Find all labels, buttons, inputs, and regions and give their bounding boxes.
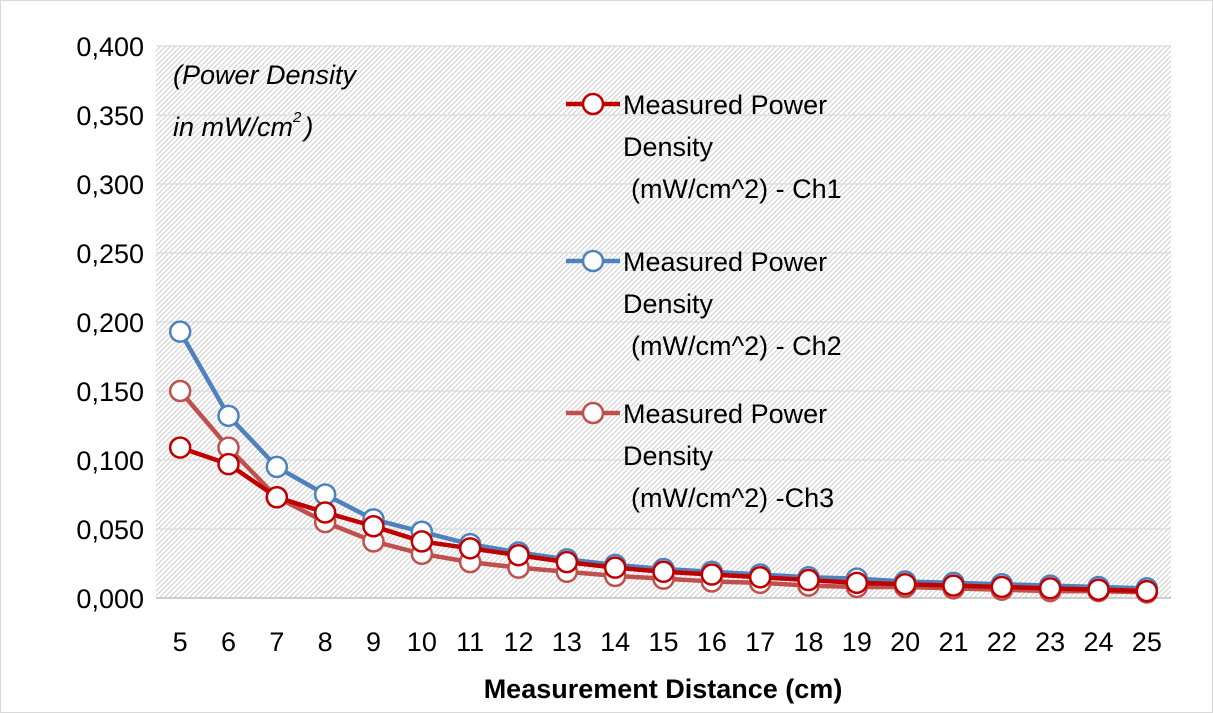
legend-label-line: Measured Power [623, 90, 827, 120]
series-group [168, 320, 1159, 604]
data-point [265, 486, 289, 509]
y-tick-label: 0,000 [76, 584, 144, 614]
x-tick-label: 9 [366, 627, 381, 657]
data-point [458, 537, 482, 560]
annotation-line-2-text: in mW/cm [173, 112, 293, 142]
legend-entry-1: Measured Power Density (mW/cm^2) - Ch1 [566, 90, 842, 204]
data-point [700, 563, 724, 586]
data-point [1135, 579, 1159, 603]
data-point [797, 568, 820, 592]
legend-label-line: Measured Power [623, 399, 827, 429]
data-point [265, 455, 289, 479]
legend-label-line: (mW/cm^2) -Ch3 [631, 483, 834, 513]
y-tick-label: 0,150 [76, 377, 144, 407]
data-point [990, 575, 1014, 599]
legend-label-line: Density [623, 289, 714, 319]
x-tick-label: 6 [221, 627, 236, 657]
x-tick-label: 5 [173, 627, 188, 657]
x-tick-label: 16 [697, 627, 727, 657]
legend-entry-3: Measured Power Density (mW/cm^2) -Ch3 [566, 399, 834, 513]
x-tick-label: 22 [987, 627, 1017, 657]
y-tick-label: 0,350 [76, 101, 144, 131]
y-tick-label: 0,400 [76, 32, 144, 62]
y-tick-label: 0,200 [76, 308, 144, 338]
legend-swatch-marker [581, 249, 605, 273]
x-tick-label: 13 [552, 627, 582, 657]
x-tick-label: 23 [1035, 627, 1065, 657]
data-point [217, 452, 240, 476]
data-point [168, 320, 192, 343]
x-tick-label: 25 [1132, 627, 1162, 657]
data-point [507, 543, 530, 567]
x-tick-label: 24 [1083, 627, 1113, 657]
legend-label-line: Density [623, 441, 714, 471]
annotation-close-paren: ) [301, 112, 313, 142]
x-tick-label: 15 [648, 627, 678, 657]
data-point [555, 550, 579, 574]
legend-label-line: Density [623, 132, 714, 162]
legend-label-line: (mW/cm^2) - Ch2 [631, 331, 842, 361]
x-tick-label: 8 [318, 627, 333, 657]
legend-entry-2: Measured Power Density (mW/cm^2) - Ch2 [566, 247, 842, 361]
data-point [652, 560, 675, 584]
data-point [748, 566, 772, 589]
x-tick-label: 18 [793, 627, 823, 657]
y-tick-label: 0,100 [76, 446, 144, 476]
data-point [362, 514, 385, 538]
x-tick-label: 7 [269, 627, 284, 657]
data-point [893, 572, 917, 596]
data-point [1087, 578, 1110, 601]
annotation-line-1: (Power Density [173, 60, 358, 90]
x-tick-label: 20 [890, 627, 920, 657]
data-point [845, 571, 869, 595]
legend-label-line: (mW/cm^2) - Ch1 [631, 174, 842, 204]
x-tick-label: 12 [503, 627, 533, 657]
data-point [942, 574, 965, 597]
annotation-superscript: 2 [292, 109, 302, 126]
x-axis-label: Measurement Distance (cm) [484, 674, 843, 704]
x-tick-label: 17 [745, 627, 775, 657]
x-tick-label: 10 [407, 627, 437, 657]
data-point [603, 556, 627, 579]
x-tick-label: 11 [456, 627, 484, 657]
data-point [313, 501, 337, 524]
data-point [1038, 577, 1062, 600]
annotation-line-2: in mW/cm2) [173, 109, 313, 142]
series-1 [168, 436, 1159, 603]
x-tick-label: 19 [842, 627, 872, 657]
x-tick-label: 21 [938, 627, 968, 657]
data-point [168, 379, 192, 403]
y-tick-label: 0,050 [76, 515, 144, 545]
legend-swatch-marker [581, 401, 605, 425]
legend-swatch-marker [581, 92, 605, 116]
y-tick-label: 0,300 [76, 170, 144, 200]
legend-label-line: Measured Power [623, 247, 827, 277]
x-tick-label: 14 [600, 627, 630, 657]
data-point [168, 436, 192, 459]
y-tick-label: 0,250 [76, 239, 144, 269]
data-point [410, 530, 434, 553]
data-point [217, 404, 240, 428]
